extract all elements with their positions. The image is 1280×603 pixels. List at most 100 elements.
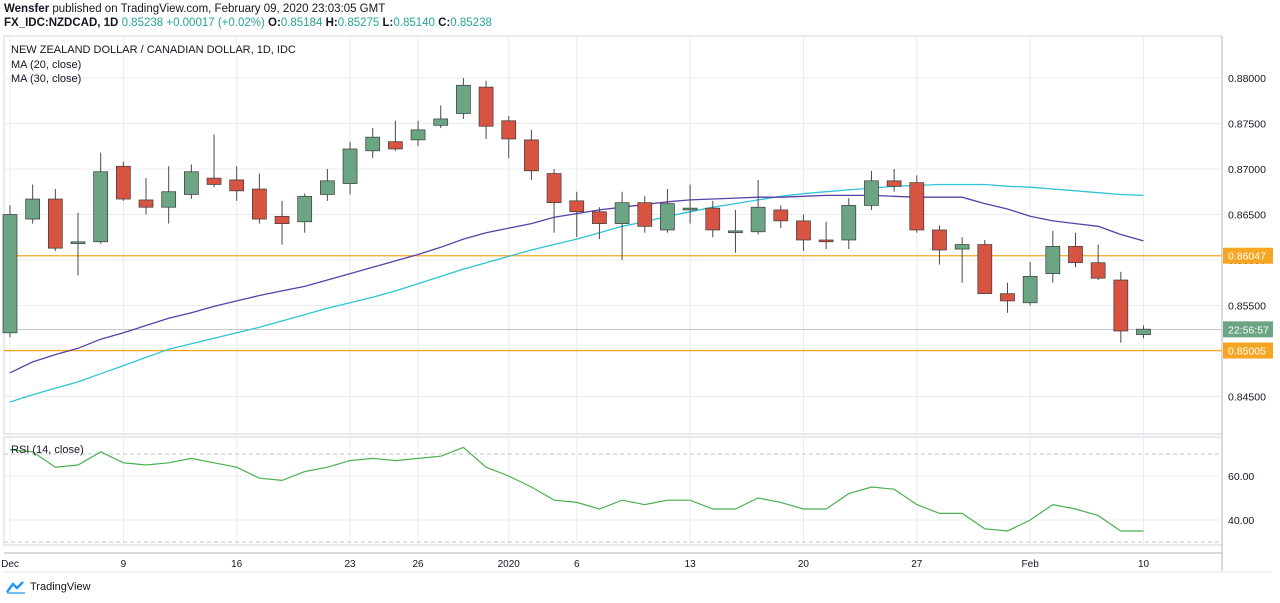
candle-up[interactable] [456, 84, 471, 114]
last-price-tag [1223, 321, 1273, 338]
main-pane-frame [3, 35, 1223, 435]
candle-down[interactable] [229, 179, 245, 192]
tradingview-brand: TradingView [30, 581, 91, 593]
open-label: O: [268, 17, 281, 29]
level-price-label: 0.85005 [1228, 346, 1266, 358]
y-tick-label: 0.87500 [1228, 119, 1266, 131]
candle-down[interactable] [388, 141, 403, 150]
rsi-legend: RSI (14, close) [11, 444, 84, 456]
candle-down[interactable] [1113, 279, 1129, 332]
level-price-tag [1223, 247, 1273, 264]
x-tick-label: 20 [798, 559, 810, 570]
candle-up[interactable] [1045, 246, 1061, 275]
candle-up[interactable] [728, 230, 743, 234]
candle-up[interactable] [320, 180, 335, 195]
symbol-ohlc-line: FX_IDC:NZDCAD, 1D 0.85238 +0.00017 (+0.0… [4, 17, 492, 29]
candle-up[interactable] [1022, 276, 1038, 304]
candle-down[interactable] [206, 177, 222, 185]
tradingview-footer[interactable]: TradingView [6, 580, 91, 594]
x-tick-label: 16 [231, 559, 243, 570]
x-tick-label: 23 [344, 559, 356, 570]
candle-down[interactable] [637, 202, 653, 227]
candle-down[interactable] [47, 198, 63, 249]
candle-up[interactable] [161, 191, 177, 208]
x-tick-label: 26 [412, 559, 424, 570]
level-price-label: 0.86047 [1228, 251, 1266, 263]
candle-down[interactable] [569, 200, 585, 213]
candle-down[interactable] [478, 86, 494, 127]
rsi-pane-frame [3, 436, 1223, 546]
candle-up[interactable] [433, 118, 449, 126]
candle-down[interactable] [705, 207, 721, 231]
candle-down[interactable] [592, 211, 607, 224]
candle-up[interactable] [841, 205, 857, 241]
x-tick-label: Feb [1022, 559, 1040, 570]
candle-up[interactable] [184, 171, 199, 195]
last-price: 0.85238 [121, 17, 164, 29]
candle-down[interactable] [274, 215, 290, 224]
x-tick-label: 9 [121, 559, 127, 570]
candle-up[interactable] [954, 244, 970, 250]
x-tick-label: Dec [1, 559, 19, 570]
ma20-legend: MA (20, close) [11, 59, 81, 71]
y-tick-label: 0.84500 [1228, 392, 1266, 404]
chart-title: NEW ZEALAND DOLLAR / CANADIAN DOLLAR, 1D… [11, 44, 296, 56]
candle-down[interactable] [524, 139, 539, 172]
candle-down[interactable] [886, 180, 902, 187]
publish-info: Wensfer published on TradingView.com, Fe… [4, 3, 385, 15]
close-value: 0.85238 [450, 17, 492, 29]
candle-up[interactable] [342, 148, 358, 184]
candle-down[interactable] [138, 199, 154, 208]
rsi-tick-label: 60.00 [1228, 471, 1254, 483]
candle-up[interactable] [2, 214, 18, 334]
candle-up[interactable] [614, 202, 630, 224]
candle-up[interactable] [1136, 328, 1151, 335]
candle-up[interactable] [365, 136, 381, 152]
candle-down[interactable] [1068, 246, 1083, 264]
x-tick-label: 6 [574, 559, 580, 570]
candle-down[interactable] [115, 165, 131, 200]
y-tick-label: 0.86500 [1228, 210, 1266, 222]
candle-up[interactable] [864, 180, 879, 206]
tradingview-logo-icon [6, 581, 25, 594]
low-value: 0.85140 [393, 17, 435, 29]
candle-down[interactable] [1000, 293, 1015, 302]
y-tick-label: 0.88000 [1228, 73, 1266, 85]
candle-down[interactable] [796, 220, 811, 241]
open-value: 0.85184 [280, 17, 323, 29]
candle-up[interactable] [410, 129, 426, 141]
high-value: 0.85275 [337, 17, 380, 29]
candle-down[interactable] [1090, 262, 1106, 279]
candle-up[interactable] [750, 206, 766, 233]
candle-up[interactable] [682, 207, 698, 211]
symbol-name: FX_IDC:NZDCAD, 1D [4, 17, 119, 29]
level-price-tag [1223, 342, 1273, 359]
candle-up[interactable] [660, 203, 675, 231]
candle-up[interactable] [93, 171, 109, 243]
y-tick-label: 0.85500 [1228, 301, 1266, 313]
candle-down[interactable] [909, 182, 925, 231]
candle-up[interactable] [70, 241, 86, 244]
candle-down[interactable] [932, 229, 947, 251]
candle-down[interactable] [546, 173, 562, 204]
high-label: H: [325, 17, 338, 29]
candle-down[interactable] [252, 188, 267, 220]
candle-down[interactable] [818, 239, 834, 243]
candle-down[interactable] [501, 120, 517, 140]
low-label: L: [382, 17, 394, 29]
ma30-legend: MA (30, close) [11, 73, 81, 85]
rsi-tick-label: 40.00 [1228, 515, 1254, 527]
candle-down[interactable] [977, 244, 993, 295]
x-tick-label: 10 [1138, 559, 1150, 570]
x-tick-label: 27 [911, 559, 923, 570]
close-label: C: [438, 17, 451, 29]
candle-down[interactable] [773, 209, 789, 222]
candle-up[interactable] [25, 198, 41, 220]
x-tick-label: 2020 [498, 559, 521, 570]
candle-up[interactable] [297, 195, 313, 223]
y-tick-label: 0.87000 [1228, 164, 1266, 176]
rsi-line [9, 446, 1144, 532]
price-change: +0.00017 (+0.02%) [166, 17, 265, 29]
x-tick-label: 13 [685, 559, 697, 570]
